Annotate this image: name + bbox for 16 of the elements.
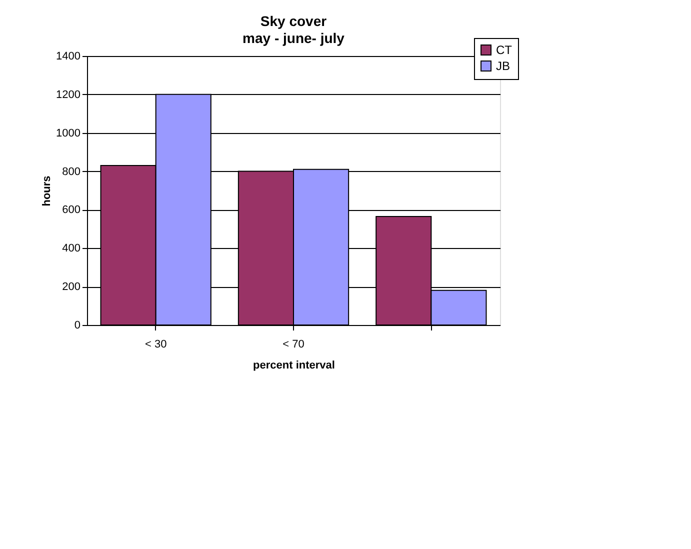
x-tick-label: < 70 [282,338,304,350]
y-tick-label: 200 [62,281,80,294]
x-tick-label: < 30 [144,338,167,350]
y-tick-label: 400 [62,242,80,255]
chart-subtitle: may - june- july [242,30,345,46]
y-tick-label: 800 [62,166,80,178]
y-tick-label: 1000 [56,127,80,140]
legend-label: CT [496,43,513,57]
y-tick-label: 1200 [56,88,80,101]
y-tick-label: 600 [62,204,80,216]
legend-label: JB [496,59,510,73]
x-axis-title: percent interval [253,360,335,372]
y-tick-label: 0 [74,320,80,332]
chart-title: Sky cover [260,13,328,29]
y-axis-title: hours [41,176,54,206]
y-tick-label: 1400 [56,50,80,62]
